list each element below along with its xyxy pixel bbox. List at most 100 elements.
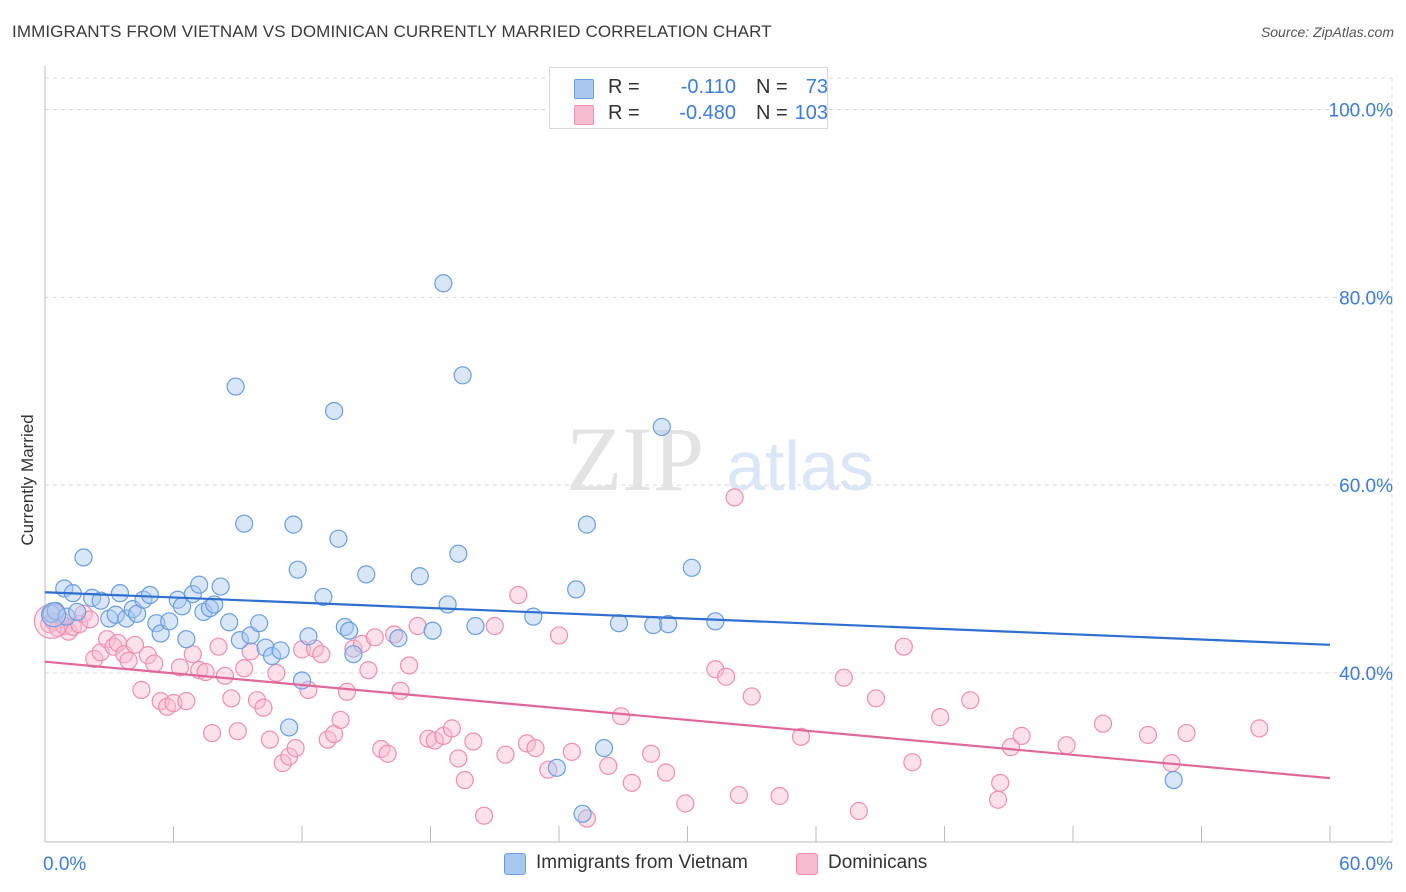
dominicans-point: [485, 616, 504, 636]
dominicans-points: [33, 488, 1269, 828]
vietnam-point: [40, 602, 67, 628]
dominicans-point: [622, 773, 641, 792]
vietnam-point: [250, 614, 269, 633]
dominicans-point: [391, 681, 410, 700]
vietnam-point: [190, 575, 209, 594]
vietnam-point: [325, 401, 344, 421]
dominicans-point: [1001, 738, 1020, 757]
dominicans-point: [474, 806, 494, 825]
dominicans-point: [903, 753, 922, 772]
dominicans-point: [1250, 719, 1269, 738]
dominicans-point: [408, 616, 427, 636]
y-tick-label: 60.0%: [1339, 476, 1393, 497]
vietnam-points: [40, 274, 1183, 823]
vietnam-point: [652, 417, 671, 437]
legend-label-vietnam: Immigrants from Vietnam: [536, 852, 748, 873]
dominicans-point: [725, 488, 744, 507]
watermark-atlas: atlas: [726, 427, 874, 505]
dominicans-point: [228, 722, 247, 741]
dominicans-point: [254, 698, 273, 717]
chart-source: Source: ZipAtlas.com: [1260, 24, 1394, 40]
vietnam-point: [177, 630, 196, 649]
y-tick-label: 80.0%: [1339, 288, 1393, 309]
watermark-zip: ZIP: [566, 408, 704, 510]
dominicans-point: [612, 707, 631, 726]
dominicans-point: [931, 708, 950, 727]
dominicans-point: [215, 666, 234, 685]
dominicans-point: [464, 732, 483, 751]
vietnam-point: [211, 577, 230, 596]
dominicans-point: [849, 801, 868, 821]
dominicans-point: [267, 663, 286, 683]
vietnam-point: [389, 629, 408, 648]
vietnam-point: [117, 609, 136, 628]
vietnam-point: [609, 614, 629, 633]
dominicans-point: [235, 659, 254, 678]
dominicans-point: [222, 689, 241, 708]
dominicans-point: [177, 692, 196, 711]
vietnam-point: [284, 515, 303, 534]
vietnam-point: [567, 580, 586, 599]
x-tick-label: 0.0%: [43, 854, 86, 875]
y-tick-label: 100.0%: [1329, 101, 1394, 122]
vietnam-point: [160, 612, 179, 631]
dominicans-point: [834, 668, 853, 687]
dominicans-point: [676, 794, 695, 813]
vietnam-point: [74, 548, 93, 567]
dominicans-point: [183, 645, 202, 664]
dominicans-point: [988, 790, 1008, 809]
y-axis-label: Currently Married: [18, 414, 37, 546]
dominicans-point: [562, 742, 581, 761]
vietnam-point: [423, 621, 442, 640]
vietnam-point: [280, 718, 299, 737]
vietnam-point: [682, 558, 701, 577]
vietnam-point: [344, 645, 363, 664]
correlation-legend: R = -0.110 N = 73 R = -0.480 N = 103: [549, 67, 828, 129]
dominicans-point: [241, 642, 260, 661]
dominicans-point: [526, 738, 545, 758]
dominicans-point: [729, 785, 749, 805]
dominicans-point: [742, 687, 761, 706]
dominicans-point: [770, 786, 789, 806]
dominicans-point: [991, 773, 1010, 792]
vietnam-point: [106, 605, 125, 624]
dominicans-point: [449, 749, 468, 768]
vietnam-point: [91, 591, 110, 610]
legend-label-dominicans: Dominicans: [828, 852, 928, 873]
legend-r-label: R =: [608, 102, 640, 124]
vietnam-trend-line: [44, 591, 1331, 646]
dominicans-point: [170, 658, 190, 677]
vietnam-point: [340, 621, 359, 640]
dominicans-point: [312, 645, 331, 664]
legend-swatch-dominicans: [574, 105, 594, 125]
dominicans-point: [145, 654, 164, 673]
watermark: ZIP atlas: [566, 408, 874, 510]
vietnam-point: [573, 804, 592, 823]
dominicans-point: [706, 660, 725, 679]
vietnam-point: [706, 612, 725, 631]
vietnam-point: [220, 613, 239, 632]
legend-r-value: -0.480: [679, 102, 736, 124]
tick-labels: 100.0% 80.0% 60.0% 40.0% 0.0% 60.0%: [43, 101, 1393, 875]
vietnam-point: [1164, 770, 1183, 790]
dominicans-point: [1057, 736, 1076, 755]
vietnam-point: [314, 587, 333, 607]
dominicans-point: [866, 689, 886, 708]
dominicans-point: [1012, 726, 1031, 745]
vietnam-point: [57, 607, 76, 626]
vietnam-point: [434, 274, 453, 293]
dominicans-point: [196, 662, 215, 682]
dominicans-point: [260, 730, 279, 749]
vietnam-point: [288, 560, 307, 579]
dominicans-point: [132, 680, 151, 699]
vietnam-point: [659, 615, 678, 634]
dominicans-point: [247, 691, 267, 710]
vietnam-point: [438, 595, 457, 614]
axes: [44, 66, 1392, 843]
legend-swatch-dominicans: [796, 853, 818, 875]
vietnam-point: [235, 514, 254, 533]
dominicans-point: [331, 710, 350, 730]
dominicans-point: [119, 651, 138, 670]
dominicans-point: [419, 729, 438, 748]
dominicans-point: [791, 727, 811, 746]
